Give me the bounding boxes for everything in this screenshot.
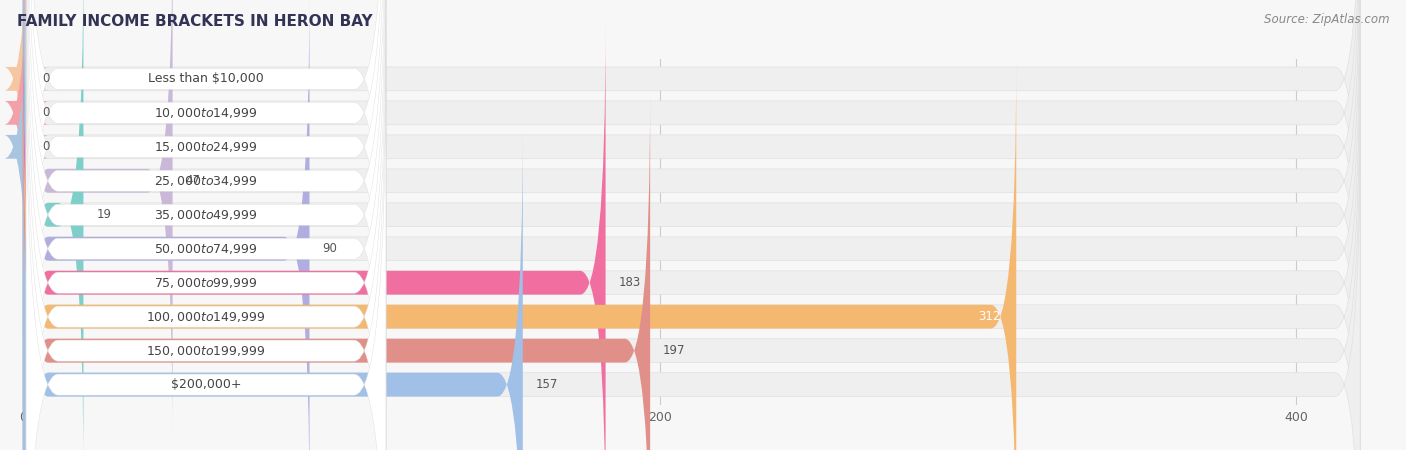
FancyBboxPatch shape — [27, 0, 385, 442]
Text: 19: 19 — [96, 208, 111, 221]
FancyBboxPatch shape — [22, 0, 309, 450]
Text: Less than $10,000: Less than $10,000 — [148, 72, 264, 86]
FancyBboxPatch shape — [4, 0, 48, 339]
FancyBboxPatch shape — [27, 0, 385, 450]
Text: 0: 0 — [42, 72, 49, 86]
Text: $75,000 to $99,999: $75,000 to $99,999 — [155, 276, 257, 290]
FancyBboxPatch shape — [22, 0, 1360, 450]
FancyBboxPatch shape — [22, 0, 1360, 441]
Text: 197: 197 — [662, 344, 685, 357]
Text: Source: ZipAtlas.com: Source: ZipAtlas.com — [1264, 14, 1389, 27]
Text: $35,000 to $49,999: $35,000 to $49,999 — [155, 208, 257, 222]
Text: 47: 47 — [186, 174, 200, 187]
FancyBboxPatch shape — [22, 0, 1360, 450]
Text: $100,000 to $149,999: $100,000 to $149,999 — [146, 310, 266, 324]
FancyBboxPatch shape — [22, 23, 606, 450]
Text: 90: 90 — [322, 242, 337, 255]
FancyBboxPatch shape — [27, 55, 385, 450]
FancyBboxPatch shape — [27, 0, 385, 408]
Text: FAMILY INCOME BRACKETS IN HERON BAY: FAMILY INCOME BRACKETS IN HERON BAY — [17, 14, 373, 28]
Text: $10,000 to $14,999: $10,000 to $14,999 — [155, 106, 257, 120]
FancyBboxPatch shape — [27, 0, 385, 450]
FancyBboxPatch shape — [4, 0, 48, 373]
Text: 312: 312 — [979, 310, 1000, 323]
Text: $200,000+: $200,000+ — [170, 378, 242, 391]
Text: 0: 0 — [42, 140, 49, 153]
FancyBboxPatch shape — [27, 0, 385, 450]
FancyBboxPatch shape — [4, 0, 48, 407]
FancyBboxPatch shape — [27, 0, 385, 450]
FancyBboxPatch shape — [22, 0, 173, 441]
FancyBboxPatch shape — [22, 0, 83, 450]
FancyBboxPatch shape — [27, 22, 385, 450]
Text: 183: 183 — [619, 276, 641, 289]
FancyBboxPatch shape — [22, 57, 1017, 450]
FancyBboxPatch shape — [27, 0, 385, 450]
FancyBboxPatch shape — [22, 57, 1360, 450]
Text: $15,000 to $24,999: $15,000 to $24,999 — [155, 140, 257, 154]
FancyBboxPatch shape — [22, 125, 523, 450]
Text: 157: 157 — [536, 378, 558, 391]
FancyBboxPatch shape — [22, 91, 1360, 450]
FancyBboxPatch shape — [22, 91, 650, 450]
FancyBboxPatch shape — [27, 0, 385, 450]
Text: $25,000 to $34,999: $25,000 to $34,999 — [155, 174, 257, 188]
FancyBboxPatch shape — [22, 0, 1360, 373]
Text: $150,000 to $199,999: $150,000 to $199,999 — [146, 344, 266, 358]
Text: 0: 0 — [42, 106, 49, 119]
FancyBboxPatch shape — [22, 125, 1360, 450]
Text: $50,000 to $74,999: $50,000 to $74,999 — [155, 242, 257, 256]
FancyBboxPatch shape — [22, 0, 1360, 407]
FancyBboxPatch shape — [22, 23, 1360, 450]
FancyBboxPatch shape — [22, 0, 1360, 339]
